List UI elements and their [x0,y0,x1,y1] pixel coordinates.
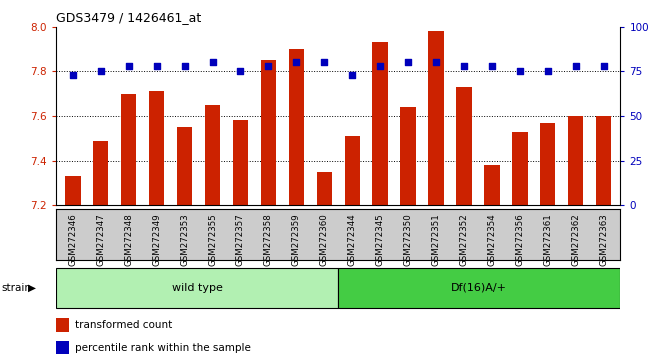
Text: Df(16)A/+: Df(16)A/+ [451,282,508,293]
Point [347,72,358,78]
Bar [233,120,248,205]
Point [543,68,553,74]
Bar [56,341,69,354]
Bar [56,268,338,308]
Bar [93,141,108,205]
Text: GSM272349: GSM272349 [152,213,161,266]
Bar [288,49,304,205]
Text: GDS3479 / 1426461_at: GDS3479 / 1426461_at [56,11,201,24]
Text: wild type: wild type [172,282,222,293]
Bar [568,116,583,205]
Text: GSM272345: GSM272345 [376,213,385,266]
Point [459,63,469,69]
Bar [56,319,69,332]
Bar [149,91,164,205]
Text: GSM272358: GSM272358 [264,213,273,266]
Text: GSM272352: GSM272352 [459,213,469,266]
Text: ▶: ▶ [28,282,36,293]
Text: percentile rank within the sample: percentile rank within the sample [75,343,251,353]
Text: GSM272354: GSM272354 [487,213,496,266]
Bar [261,60,276,205]
Text: GSM272361: GSM272361 [543,213,552,266]
Point [486,63,497,69]
Text: GSM272355: GSM272355 [208,213,217,266]
Text: GSM272363: GSM272363 [599,213,608,266]
Bar [372,42,388,205]
Text: GSM272360: GSM272360 [320,213,329,266]
Bar [65,176,81,205]
Point [67,72,78,78]
Bar [121,93,137,205]
Bar [338,268,620,308]
Text: GSM272351: GSM272351 [432,213,440,266]
Point [180,63,190,69]
Point [319,59,329,65]
Point [515,68,525,74]
Bar [345,136,360,205]
Point [207,59,218,65]
Text: GSM272346: GSM272346 [69,213,77,266]
Bar [317,172,332,205]
Text: transformed count: transformed count [75,320,172,330]
Point [123,63,134,69]
Point [599,63,609,69]
Text: GSM272347: GSM272347 [96,213,106,266]
Bar [428,31,444,205]
Point [375,63,385,69]
Text: GSM272359: GSM272359 [292,213,301,266]
Point [263,63,274,69]
Text: GSM272348: GSM272348 [124,213,133,266]
Bar [596,116,611,205]
Bar [540,122,556,205]
Bar [401,107,416,205]
Bar [484,165,500,205]
Point [151,63,162,69]
Text: GSM272357: GSM272357 [236,213,245,266]
Point [235,68,246,74]
Bar [512,132,527,205]
Point [570,63,581,69]
Bar [177,127,192,205]
Point [291,59,302,65]
Text: strain: strain [1,282,31,293]
Point [96,68,106,74]
Text: GSM272353: GSM272353 [180,213,189,266]
Text: GSM272362: GSM272362 [571,213,580,266]
Bar [205,105,220,205]
Point [403,59,413,65]
Text: GSM272344: GSM272344 [348,213,356,266]
Text: GSM272356: GSM272356 [515,213,524,266]
Point [431,59,442,65]
Text: GSM272350: GSM272350 [403,213,412,266]
Bar [456,87,472,205]
